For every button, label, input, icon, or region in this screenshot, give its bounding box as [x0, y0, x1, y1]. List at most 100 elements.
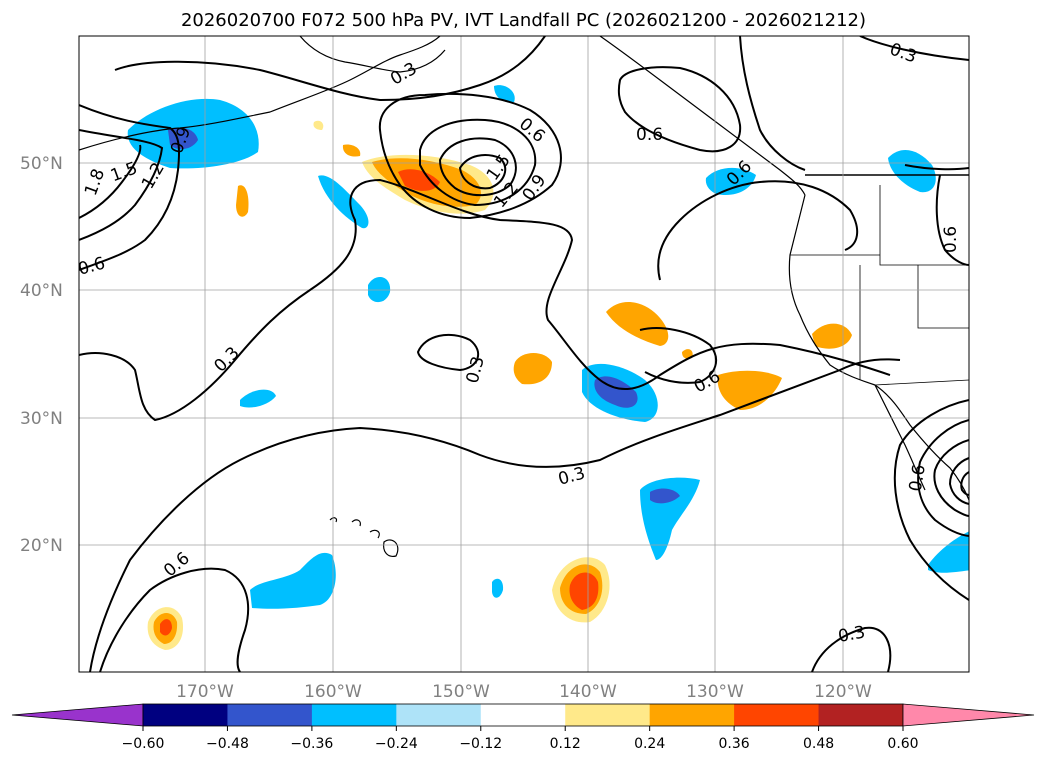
colorbar-cell: [565, 704, 651, 726]
contour-03-ne: [859, 36, 969, 61]
contour-se-5: [960, 471, 969, 496]
colorbar-tick-label: 0.36: [719, 736, 750, 752]
coast-alaska: [79, 36, 441, 151]
contour-label: 0.3: [837, 623, 867, 647]
colorbar-cell: [734, 704, 820, 726]
colorbar-cell: [143, 704, 228, 726]
shade-small-1: [236, 185, 249, 217]
shade-neg-146: [494, 85, 515, 103]
colorbar-cell: [227, 704, 313, 726]
colorbar-tick-label: −0.48: [206, 736, 249, 752]
hawaii-2: [351, 519, 361, 527]
lat-labels: 50°N 40°N 30°N 20°N: [20, 154, 63, 556]
shade-neg-162: [250, 552, 336, 609]
colorbar-extend-left: [11, 703, 144, 727]
contour-ne-1: [935, 174, 969, 266]
contour-06-gulf: [378, 92, 562, 220]
lat-label: 40°N: [20, 281, 63, 301]
contour-03-south: [89, 358, 901, 672]
contour-09-west: [79, 129, 164, 241]
shade-neg-148: [492, 578, 504, 598]
state-lines: [790, 185, 969, 380]
colorbar-tick-label: −0.24: [375, 736, 418, 752]
contour-bc-right: [739, 36, 806, 171]
contour-12-west: [79, 144, 142, 219]
contour-se-3: [933, 439, 969, 517]
contour-se-1: [893, 399, 969, 601]
colorbar-tick-label: 0.12: [550, 736, 581, 752]
lat-label: 20°N: [20, 536, 63, 556]
colorbar-tick-label: 0.24: [634, 736, 665, 752]
contour-03-se: [811, 626, 892, 672]
colorbar-cell: [396, 704, 482, 726]
contour-06-south: [99, 567, 250, 672]
contour-09-gulf: [419, 118, 537, 207]
colorbar-tick-label: −0.60: [122, 736, 165, 752]
shade-small-3: [313, 120, 324, 130]
lon-label: 170°W: [176, 682, 234, 702]
shade-neg-156: [368, 276, 391, 303]
shade-neg-130: [705, 167, 756, 196]
shade-blob-gulf-inner: [398, 169, 440, 191]
contour-label: 0.6: [906, 463, 930, 493]
shade-small-2: [342, 144, 361, 157]
lat-label: 50°N: [20, 154, 63, 174]
contour-06-west: [79, 104, 180, 271]
colorbar-tick-label: 0.60: [887, 736, 918, 752]
hawaii-3: [369, 529, 380, 539]
shade-neg-158: [318, 175, 369, 229]
lon-label: 130°W: [686, 682, 744, 702]
colorbar-cell: [818, 704, 904, 726]
map-frame: [78, 35, 970, 673]
contour-03-main: [79, 178, 891, 422]
shade-pos-171-inner: [160, 619, 172, 636]
contour-se-2: [917, 419, 969, 537]
shade-neg-165: [240, 389, 276, 408]
lon-label: 160°W: [304, 682, 362, 702]
graticule: [79, 36, 969, 672]
shade-neg-115: [888, 149, 936, 193]
shade-neg-135-core: [650, 488, 680, 504]
colorbar-tick-label: −0.12: [459, 736, 502, 752]
colorbar-extend-right: [902, 703, 1035, 727]
coast-se-alaska: [599, 36, 806, 196]
hawaii-1: [329, 517, 338, 523]
map-title: 2026020700 F072 500 hPa PV, IVT Landfall…: [180, 10, 867, 31]
colorbar-cell: [649, 704, 735, 726]
lat-label: 30°N: [20, 409, 63, 429]
contour-06-east: [639, 327, 718, 384]
contour-15-gulf: [458, 154, 507, 190]
mexico-border: [874, 379, 969, 386]
contour-06-pnw: [657, 180, 859, 281]
colorbar-cell: [480, 704, 566, 726]
shade-pos-121: [812, 323, 852, 349]
pv-shading: [127, 85, 969, 650]
contour-06-bc: [617, 66, 742, 153]
contour-ne-2: [904, 164, 969, 171]
lon-label: 120°W: [814, 682, 872, 702]
shade-pos-136: [606, 301, 669, 346]
coast-west-us: [788, 194, 969, 501]
contour-label: 0.6: [636, 125, 663, 145]
shade-pos-144: [513, 353, 552, 385]
shade-pos-133: [682, 349, 693, 359]
hawaii-4: [383, 539, 399, 557]
contour-label: 0.6: [941, 226, 961, 253]
colorbar: −0.60 −0.48 −0.36 −0.24 −0.12 0.12 0.24 0.36 0.4…: [11, 703, 1035, 752]
colorbar-tick-label: 0.48: [803, 736, 834, 752]
contour-03-small: [416, 333, 480, 372]
contour-03-north: [114, 36, 546, 102]
contour-12-gulf: [438, 137, 517, 197]
shade-pos-140-inner: [569, 572, 599, 610]
shade-neg-113: [928, 531, 969, 573]
lon-label: 140°W: [559, 682, 617, 702]
contour-se-4: [948, 457, 969, 505]
colorbar-cell: [311, 704, 397, 726]
shade-pos-128: [717, 370, 782, 410]
coast-alaska-2: [299, 36, 446, 73]
ivt-contours: [79, 36, 969, 672]
colorbar-tick-label: −0.36: [290, 736, 333, 752]
lon-label: 150°W: [432, 682, 490, 702]
lon-labels: 170°W 160°W 150°W 140°W 130°W 120°W: [176, 682, 872, 702]
